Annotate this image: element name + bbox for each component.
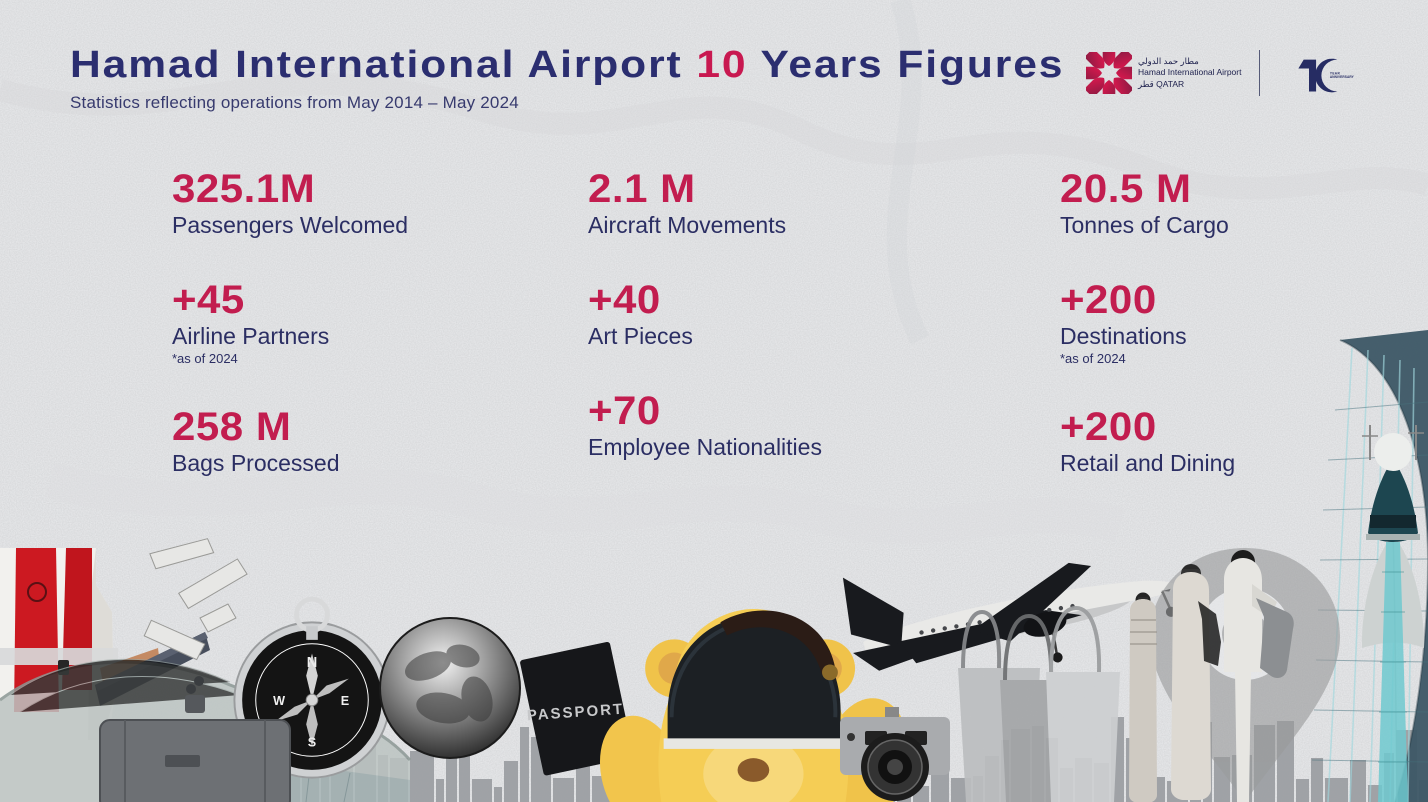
svg-text:E: E <box>341 694 349 708</box>
svg-text:ANNIVERSARY: ANNIVERSARY <box>1330 75 1355 79</box>
svg-text:W: W <box>273 694 285 708</box>
